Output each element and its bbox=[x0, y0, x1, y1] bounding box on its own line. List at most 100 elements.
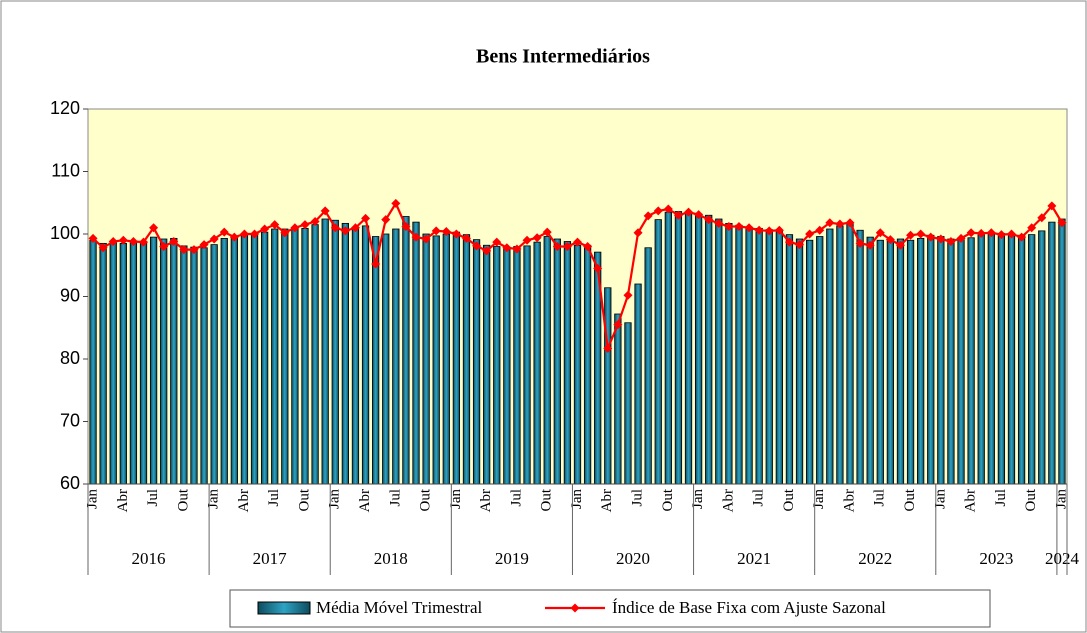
marker bbox=[149, 223, 159, 233]
bar bbox=[573, 244, 582, 485]
y-tick-label: 100 bbox=[50, 223, 80, 243]
bar bbox=[856, 229, 864, 485]
marker bbox=[441, 227, 451, 236]
bar bbox=[543, 236, 551, 485]
bar bbox=[260, 231, 269, 485]
marker bbox=[179, 245, 189, 255]
marker bbox=[542, 227, 552, 237]
year-label: 2019 bbox=[495, 549, 529, 568]
x-tick-label: Jul bbox=[145, 489, 161, 507]
bar bbox=[250, 234, 259, 485]
bar bbox=[412, 221, 420, 485]
bar bbox=[967, 237, 975, 485]
marker bbox=[88, 233, 98, 243]
bar bbox=[563, 241, 572, 485]
x-tick-label: Out bbox=[902, 488, 918, 511]
bar bbox=[361, 225, 370, 485]
bar bbox=[664, 211, 672, 485]
bar bbox=[472, 239, 481, 485]
bar bbox=[917, 237, 925, 485]
marker bbox=[895, 240, 905, 250]
marker bbox=[774, 225, 784, 235]
x-tick-label: Jan bbox=[327, 489, 343, 509]
x-tick-label: Abr bbox=[963, 489, 979, 512]
marker bbox=[482, 246, 492, 256]
legend-label: Índice de Base Fixa com Ajuste Sazonal bbox=[612, 598, 886, 617]
bar bbox=[281, 228, 289, 485]
marker bbox=[714, 218, 724, 228]
marker bbox=[673, 210, 683, 220]
bar bbox=[341, 222, 349, 485]
bar bbox=[977, 234, 985, 485]
marker bbox=[1047, 201, 1057, 211]
legend-swatch bbox=[570, 603, 580, 613]
year-label: 2023 bbox=[979, 549, 1013, 568]
bar bbox=[442, 233, 450, 485]
bar bbox=[624, 322, 632, 485]
x-tick-label: Out bbox=[296, 488, 312, 511]
marker bbox=[996, 230, 1006, 240]
bar bbox=[160, 238, 168, 485]
bar bbox=[896, 238, 905, 485]
marker bbox=[108, 237, 118, 246]
marker bbox=[250, 229, 260, 239]
bar bbox=[785, 234, 794, 485]
x-tick-label: Jul bbox=[993, 489, 1009, 507]
marker bbox=[562, 242, 572, 251]
marker bbox=[290, 223, 300, 233]
bar bbox=[523, 245, 531, 485]
bar bbox=[99, 242, 107, 485]
marker bbox=[754, 225, 764, 235]
bar bbox=[1007, 233, 1016, 485]
marker bbox=[694, 210, 704, 220]
marker bbox=[522, 235, 532, 245]
marker bbox=[744, 223, 754, 233]
bar bbox=[836, 225, 844, 485]
bar bbox=[725, 222, 733, 485]
bar bbox=[957, 239, 965, 485]
bar bbox=[826, 228, 834, 485]
marker bbox=[381, 215, 391, 225]
bar bbox=[200, 247, 208, 485]
bar bbox=[129, 240, 138, 485]
marker bbox=[1006, 229, 1016, 239]
y-tick-label: 120 bbox=[50, 98, 80, 118]
marker bbox=[229, 232, 239, 242]
bar bbox=[109, 242, 117, 485]
marker bbox=[573, 237, 582, 247]
bar bbox=[806, 239, 814, 485]
bar bbox=[1038, 230, 1046, 485]
marker bbox=[169, 237, 179, 246]
marker bbox=[340, 226, 350, 236]
bar bbox=[715, 218, 723, 485]
year-label: 2017 bbox=[253, 549, 288, 568]
bar bbox=[553, 238, 561, 485]
y-tick-label: 70 bbox=[60, 410, 80, 430]
bar bbox=[382, 233, 390, 485]
x-tick-label: Abr bbox=[478, 489, 494, 512]
bar bbox=[422, 233, 430, 485]
x-tick-label: Out bbox=[781, 488, 797, 511]
bar bbox=[634, 283, 642, 485]
marker bbox=[593, 263, 603, 273]
bar bbox=[644, 247, 652, 485]
bar bbox=[503, 246, 511, 485]
bar bbox=[190, 246, 198, 485]
bar bbox=[866, 236, 874, 485]
marker bbox=[885, 235, 895, 245]
bar bbox=[493, 246, 501, 485]
bar bbox=[119, 242, 127, 485]
marker bbox=[361, 213, 371, 223]
bar bbox=[1028, 234, 1036, 485]
bar bbox=[220, 237, 228, 485]
bar bbox=[432, 235, 440, 485]
bar bbox=[180, 245, 188, 485]
marker bbox=[128, 237, 138, 246]
x-tick-label: Jan bbox=[690, 489, 706, 509]
marker bbox=[320, 206, 330, 216]
bar bbox=[452, 231, 461, 485]
bar bbox=[614, 313, 622, 485]
bar bbox=[745, 226, 753, 485]
x-tick-label: Abr bbox=[236, 489, 252, 512]
marker bbox=[946, 237, 956, 246]
